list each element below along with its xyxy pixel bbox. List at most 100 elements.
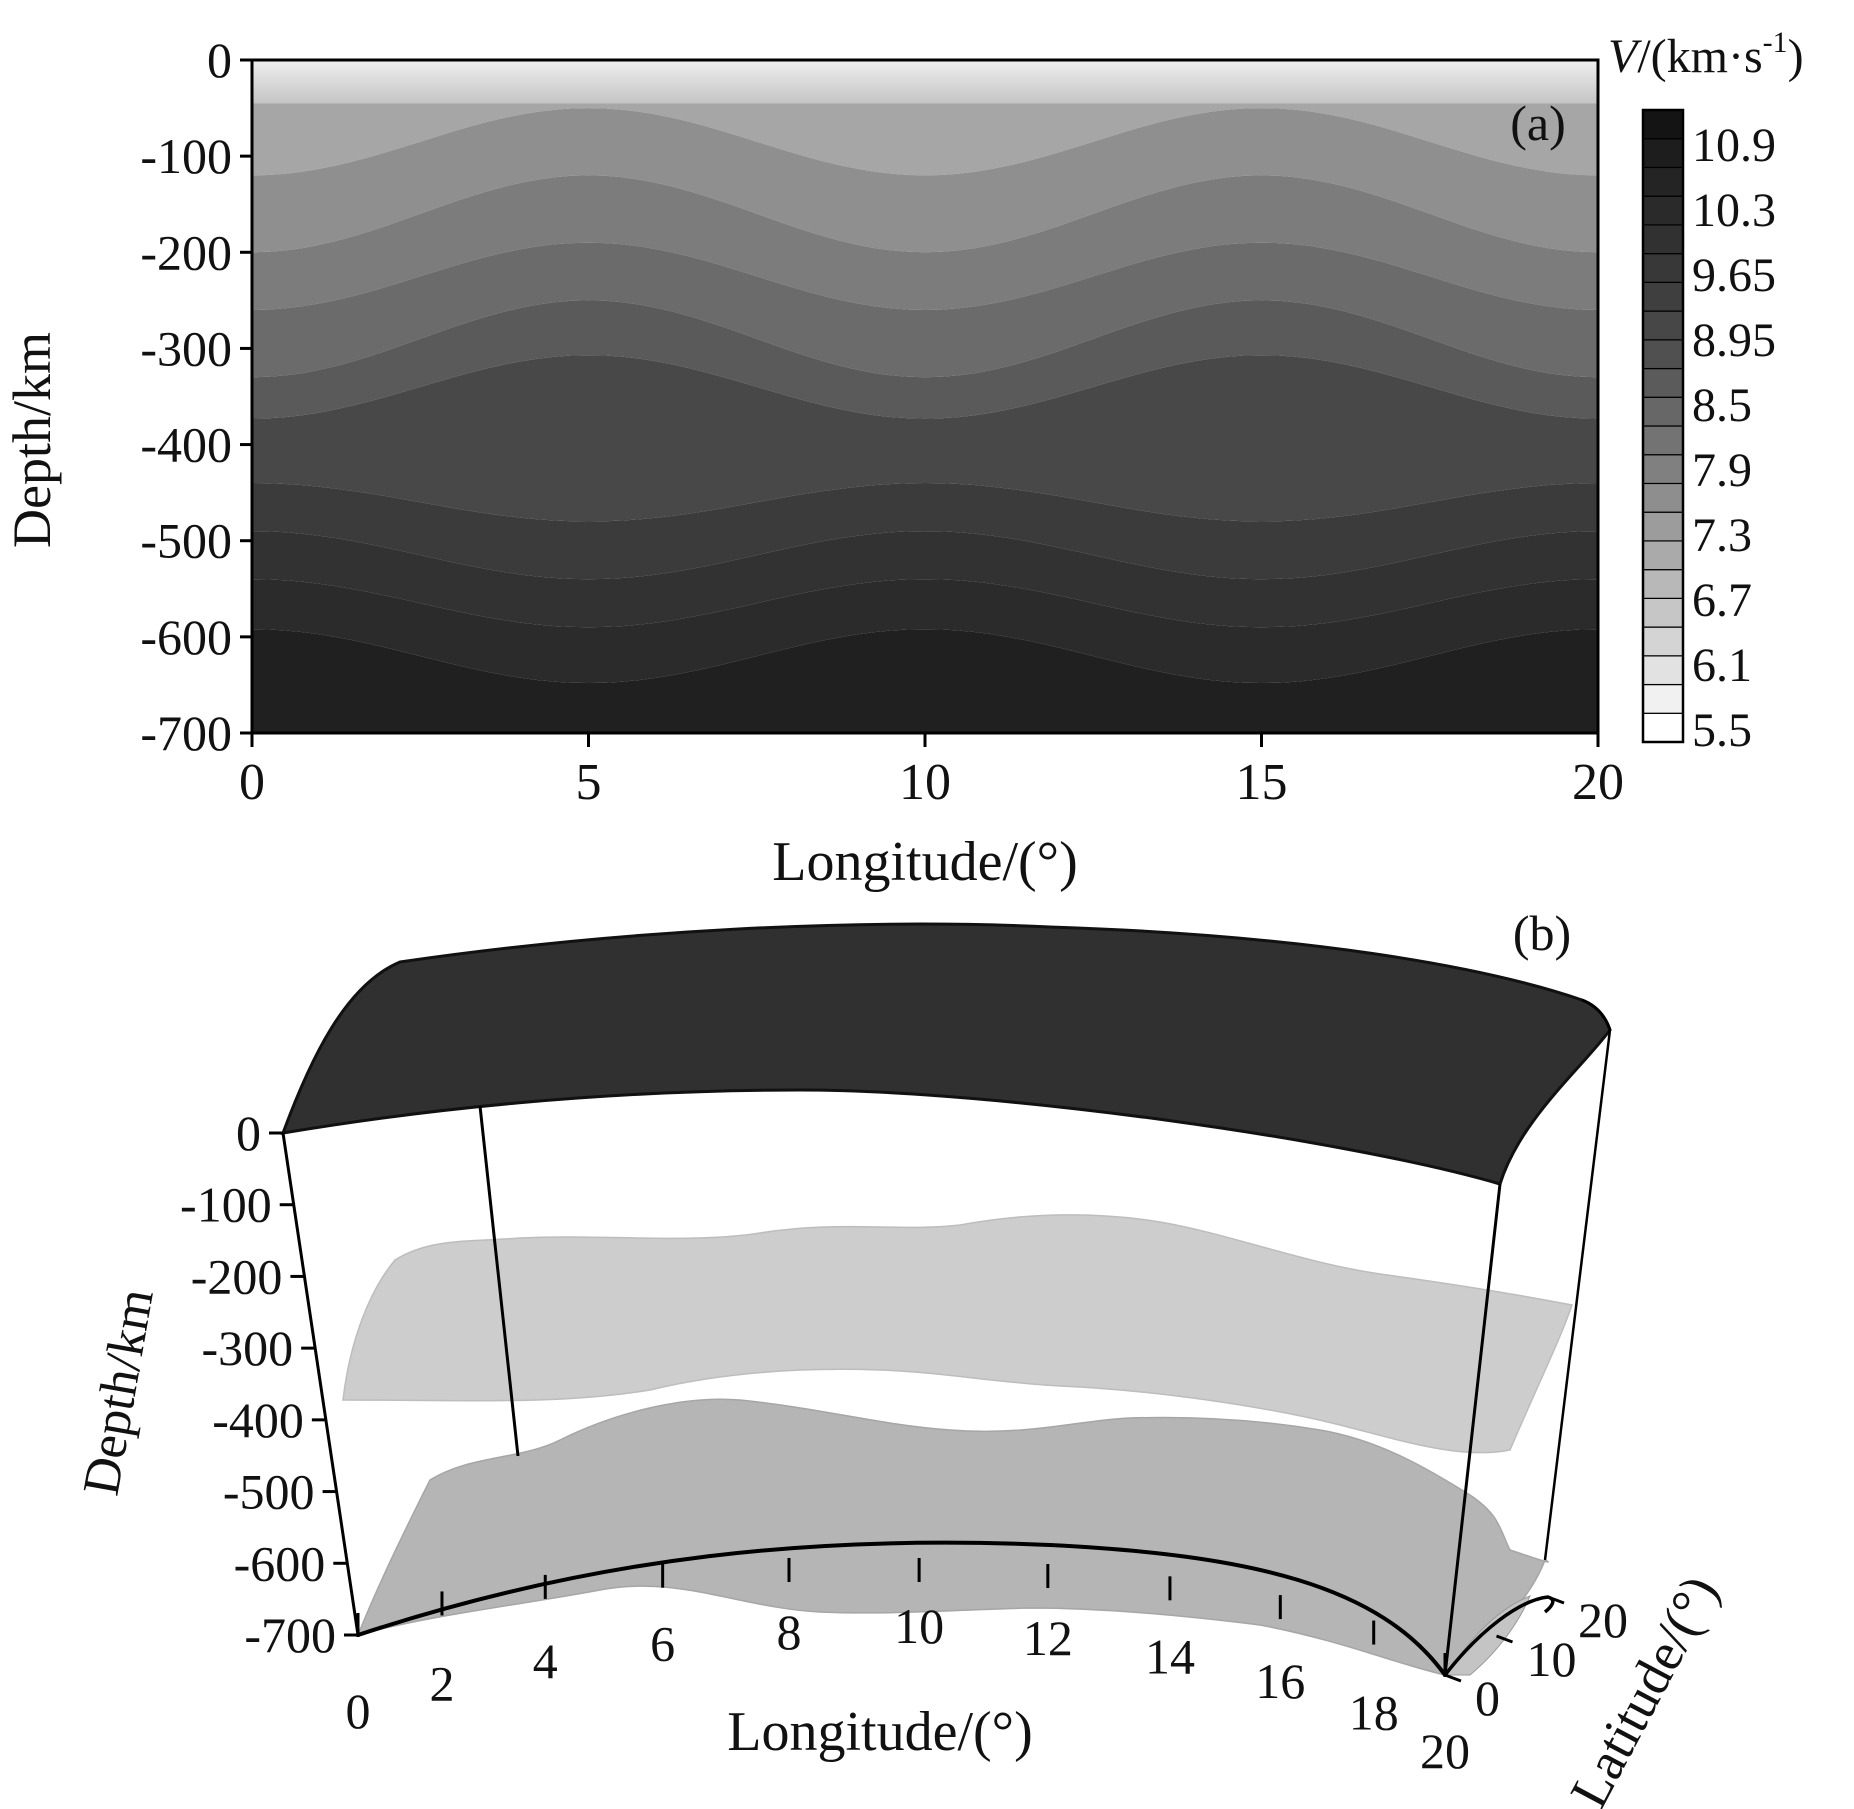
- panel-b-y-axis: 0 -100 -200 -300 -400 -500 -600 -700: [180, 1105, 358, 1663]
- colorbar-cell: [1642, 482, 1684, 513]
- y-tick-label: -600: [140, 609, 232, 665]
- colorbar-cell: [1642, 511, 1684, 542]
- panel-a-label: (a): [1510, 95, 1566, 151]
- colorbar-cell: [1642, 281, 1684, 312]
- y-tick-label: -700: [140, 705, 232, 761]
- colorbar-cell: [1642, 166, 1684, 197]
- colorbar-cell: [1642, 626, 1684, 657]
- colorbar-cell: [1642, 396, 1684, 427]
- z-tick: [1495, 1634, 1514, 1644]
- colorbar-label: 6.1: [1692, 639, 1752, 692]
- velocity-layer: [252, 531, 1598, 628]
- colorbar-cell: [1642, 597, 1684, 628]
- velocity-layer: [252, 355, 1598, 522]
- box-right-bottom-arc: [1443, 1595, 1555, 1677]
- x-tick-label: 0: [239, 754, 265, 811]
- colorbar-cells: [1642, 109, 1684, 743]
- y-tick-label: -200: [140, 224, 232, 280]
- colorbar-label: 10.3: [1692, 184, 1776, 237]
- middle-surface: [342, 1214, 1573, 1454]
- velocity-layer: [252, 579, 1598, 683]
- panel-b-x-label: Longitude/(°): [727, 1701, 1032, 1763]
- panel-b: (b) 0 2 4 6 8 10 12 14 16 18 20 0 -100 -200 -300 -400 -…: [73, 905, 1730, 1809]
- top-surface: [280, 922, 1612, 1186]
- velocity-layer: [252, 103, 1598, 176]
- x-tick-label: 10: [894, 1598, 944, 1654]
- colorbar-cell: [1642, 540, 1684, 571]
- colorbar-title-var: V: [1608, 30, 1642, 83]
- colorbar-cell: [1642, 655, 1684, 686]
- top-surface-right-cap: [1581, 998, 1612, 1031]
- colorbar-label: 10.9: [1692, 119, 1776, 172]
- lower-surface: [356, 1398, 1549, 1676]
- colorbar-cell: [1642, 454, 1684, 485]
- velocity-layer: [252, 60, 1598, 104]
- x-tick-label: 18: [1349, 1685, 1399, 1741]
- y-tick-label: -700: [244, 1607, 336, 1663]
- colorbar-cell: [1642, 339, 1684, 370]
- colorbar-cell: [1642, 138, 1684, 169]
- panel-a-y-axis: 0 -100 -200 -300 -400 -500 -600 -700: [140, 32, 252, 761]
- colorbar-label: 7.9: [1692, 444, 1752, 497]
- x-tick-label: 2: [429, 1655, 454, 1711]
- colorbar: V/(km·s-1) 10.9 10.3 9.65 8.95 8.5 7.9 7.3 6.7 6…: [1608, 26, 1804, 757]
- y-tick-label: -300: [201, 1320, 293, 1376]
- panel-a-x-axis: 0 5 10 15 20: [239, 733, 1624, 811]
- z-tick: [1547, 1595, 1565, 1605]
- z-tick: [1444, 1673, 1462, 1683]
- colorbar-cell: [1642, 712, 1684, 743]
- colorbar-title-exp: -1: [1763, 26, 1788, 59]
- velocity-layer: [252, 629, 1598, 733]
- box-far-right-edge: [1543, 1029, 1612, 1561]
- panel-a: 0 -100 -200 -300 -400 -500 -600 -700 0 5 10 15 20 (…: [2, 26, 1804, 893]
- colorbar-label: 9.65: [1692, 249, 1776, 302]
- panel-a-y-label: Depth/km: [2, 332, 62, 548]
- panel-b-label: (b): [1513, 905, 1571, 961]
- y-tick-label: -500: [140, 513, 232, 569]
- y-tick-label: -400: [140, 417, 232, 473]
- panel-b-x-axis: 0 2 4 6 8 10 12 14 16 18 20: [346, 1557, 1470, 1779]
- y-tick-label: -500: [223, 1464, 315, 1520]
- z-tick-label: 10: [1527, 1631, 1577, 1687]
- x-tick-label: 20: [1420, 1723, 1470, 1779]
- panel-b-y-label: Depth/km: [73, 1285, 165, 1500]
- x-tick-label: 14: [1145, 1628, 1195, 1684]
- colorbar-title: V/(km·s-1): [1608, 26, 1804, 83]
- y-tick-label: -300: [140, 320, 232, 376]
- x-tick-label: 6: [650, 1616, 675, 1672]
- y-tick-label: 0: [207, 32, 232, 88]
- x-tick-label: 16: [1255, 1653, 1305, 1709]
- colorbar-cell: [1642, 425, 1684, 456]
- colorbar-label: 7.3: [1692, 509, 1752, 562]
- colorbar-title-unit: /(km·s: [1637, 30, 1762, 83]
- box-left-edge: [281, 1132, 360, 1636]
- colorbar-cell: [1642, 310, 1684, 341]
- panel-a-x-label: Longitude/(°): [772, 831, 1077, 893]
- colorbar-frame: [1641, 108, 1685, 744]
- x-tick-label: 10: [899, 754, 951, 811]
- colorbar-label: 8.5: [1692, 379, 1752, 432]
- colorbar-cell: [1642, 253, 1684, 283]
- box-back-edge: [478, 1105, 520, 1457]
- velocity-layer: [252, 300, 1598, 419]
- velocity-contour-layers: [252, 60, 1598, 733]
- x-tick-label: 4: [533, 1633, 558, 1689]
- z-tick-label: 20: [1578, 1592, 1628, 1648]
- colorbar-cell: [1642, 569, 1684, 599]
- colorbar-cell: [1642, 224, 1684, 255]
- y-tick-label: 0: [236, 1105, 261, 1161]
- y-tick-label: -100: [180, 1177, 272, 1233]
- x-tick-label: 8: [777, 1604, 802, 1660]
- colorbar-cell: [1642, 683, 1684, 714]
- colorbar-title-close: ): [1788, 30, 1804, 83]
- colorbar-cell: [1642, 195, 1684, 226]
- x-tick-label: 12: [1023, 1610, 1073, 1666]
- colorbar-cell: [1642, 109, 1684, 140]
- velocity-layer: [252, 175, 1598, 310]
- x-tick-label: 0: [346, 1683, 371, 1739]
- box-bottom-arc: [357, 1540, 1447, 1677]
- y-tick-label: -600: [234, 1535, 326, 1591]
- z-tick-label: 0: [1475, 1670, 1500, 1726]
